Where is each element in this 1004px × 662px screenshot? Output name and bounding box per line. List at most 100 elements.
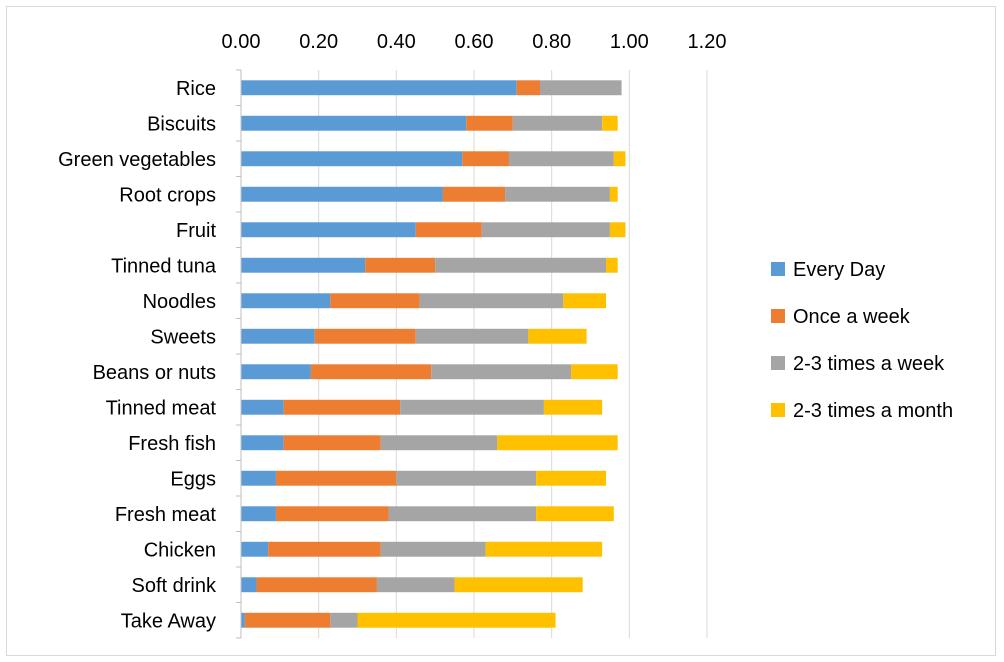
bar-segment [543, 399, 603, 415]
legend-swatch [771, 309, 785, 323]
bar-segment [613, 151, 626, 167]
bars [241, 80, 626, 628]
category-label: Biscuits [147, 113, 216, 135]
bar-segment [241, 470, 276, 486]
bar-segment [241, 80, 517, 96]
bar-segment [609, 222, 626, 238]
bar-segment [454, 577, 583, 593]
bar-segment [314, 328, 416, 344]
legend-label: 2-3 times a month [793, 400, 953, 422]
bar-segment [380, 435, 498, 451]
bar-segment [365, 257, 436, 273]
legend: Every Day Once a week 2-3 times a week 2-3 … [771, 259, 953, 422]
bar-segment [466, 115, 513, 131]
y-axis [236, 69, 242, 639]
bar-segment [275, 506, 389, 522]
bar-segment [415, 222, 482, 238]
category-label: Fresh fish [128, 433, 216, 455]
x-tick-label: 0.20 [299, 31, 338, 53]
bar-segment [283, 399, 401, 415]
bar-segment [400, 399, 544, 415]
category-label: Fruit [176, 220, 216, 242]
bar-segment [330, 293, 420, 309]
x-tick-label: 1.00 [610, 31, 649, 53]
category-label: Beans or nuts [93, 362, 216, 384]
bar-segment [508, 151, 614, 167]
bar-segment [462, 151, 509, 167]
legend-label: 2-3 times a week [793, 353, 945, 375]
bar-segment [275, 470, 397, 486]
bar-segment [563, 293, 607, 309]
x-tick-label: 0.60 [455, 31, 494, 53]
legend-swatch [771, 262, 785, 276]
bar-segment [241, 186, 443, 202]
category-label: Chicken [144, 539, 216, 561]
bar-segment [268, 541, 381, 557]
bar-segment [602, 115, 618, 131]
bar-segment [330, 612, 358, 628]
category-label: Noodles [143, 291, 216, 313]
bar-segment [241, 151, 463, 167]
bar-segment [606, 257, 618, 273]
category-label: Sweets [150, 326, 216, 348]
category-label: Fresh meat [115, 504, 217, 526]
legend-label: Every Day [793, 259, 885, 281]
category-label: Tinned tuna [111, 255, 217, 277]
bar-segment [241, 541, 269, 557]
bar-segment [241, 612, 245, 628]
bar-segment [244, 612, 331, 628]
legend-swatch [771, 356, 785, 370]
bar-segment [431, 364, 572, 380]
bar-segment [256, 577, 377, 593]
category-labels: Rice Biscuits Green vegetables Root crops Fr… [58, 78, 217, 633]
bar-segment [435, 257, 607, 273]
bar-segment [310, 364, 432, 380]
category-label: Tinned meat [106, 397, 217, 419]
bar-segment [396, 470, 537, 486]
bar-segment [241, 577, 257, 593]
bar-segment [241, 435, 284, 451]
category-label: Green vegetables [58, 149, 216, 171]
x-axis-tick-labels: 0.00 0.20 0.40 0.60 0.80 1.00 1.20 [222, 31, 727, 53]
bar-segment [609, 186, 618, 202]
category-label: Eggs [170, 468, 216, 490]
bar-segment [241, 328, 315, 344]
bar-segment [505, 186, 610, 202]
bar-segment [241, 257, 366, 273]
bar-segment [241, 364, 311, 380]
bar-segment [497, 435, 618, 451]
bar-segment [481, 222, 610, 238]
legend-label: Once a week [793, 306, 911, 328]
bar-segment [485, 541, 603, 557]
bar-segment [241, 506, 276, 522]
bar-segment [357, 612, 556, 628]
bar-segment [415, 328, 529, 344]
x-tick-label: 0.80 [532, 31, 571, 53]
bar-segment [536, 470, 607, 486]
bar-segment [380, 541, 486, 557]
bar-segment [241, 293, 331, 309]
x-tick-label: 1.20 [688, 31, 727, 53]
category-label: Take Away [121, 610, 216, 632]
bar-segment [419, 293, 564, 309]
bar-segment [241, 399, 284, 415]
bar-segment [516, 80, 541, 96]
bar-segment [540, 80, 622, 96]
bar-segment [512, 115, 603, 131]
category-label: Root crops [119, 184, 216, 206]
legend-swatch [771, 403, 785, 417]
bar-segment [241, 222, 416, 238]
category-label: Rice [176, 78, 216, 100]
bar-segment [376, 577, 455, 593]
x-tick-label: 0.40 [377, 31, 416, 53]
x-tick-label: 0.00 [222, 31, 261, 53]
bar-segment [442, 186, 506, 202]
bar-segment [283, 435, 381, 451]
bar-segment [388, 506, 537, 522]
bar-segment [536, 506, 614, 522]
category-label: Soft drink [132, 575, 217, 597]
bar-segment [528, 328, 587, 344]
bar-segment [571, 364, 618, 380]
bar-segment [241, 115, 467, 131]
